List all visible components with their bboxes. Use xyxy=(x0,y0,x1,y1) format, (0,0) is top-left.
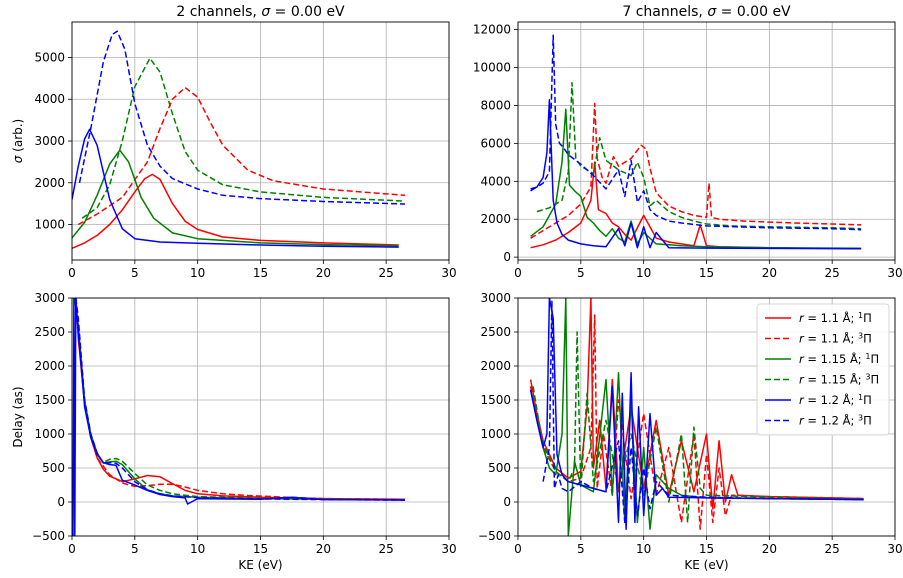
series-line-4 xyxy=(536,81,862,230)
y-tick-label: 2000 xyxy=(480,212,511,226)
x-tick-label: 15 xyxy=(699,266,714,280)
series-line-3 xyxy=(73,298,406,501)
series-line-1 xyxy=(72,173,399,249)
chart-title: 7 channels, σ = 0.00 eV xyxy=(622,4,791,20)
y-tick-label: 8000 xyxy=(480,98,511,112)
x-tick-label: 30 xyxy=(887,266,902,280)
x-tick-label: 30 xyxy=(441,542,456,556)
series-line-6 xyxy=(75,298,406,501)
y-tick-label: 10000 xyxy=(473,61,511,75)
x-tick-label: 25 xyxy=(825,266,840,280)
series-line-3 xyxy=(530,108,862,249)
x-tick-label: 15 xyxy=(253,266,268,280)
x-tick-label: 10 xyxy=(190,266,205,280)
y-tick-label: 1000 xyxy=(34,218,65,232)
y-tick-label: −500 xyxy=(32,529,65,543)
x-axis-label: KE (eV) xyxy=(238,558,282,572)
y-tick-label: 2000 xyxy=(480,359,511,373)
x-tick-label: 0 xyxy=(514,542,522,556)
y-tick-label: 0 xyxy=(503,495,511,509)
series-group xyxy=(529,298,864,536)
y-tick-label: 6000 xyxy=(480,136,511,150)
x-tick-label: 30 xyxy=(887,542,902,556)
y-tick-label: 0 xyxy=(57,495,65,509)
y-tick-label: 4000 xyxy=(34,92,65,106)
x-tick-label: 0 xyxy=(514,266,522,280)
legend: r = 1.1 Å; 1Π r = 1.1 Å; 3Π r = 1.15 Å; 1Π… xyxy=(756,303,890,436)
legend-label: r = 1.15 Å; 3Π xyxy=(799,372,879,387)
y-tick-label: 12000 xyxy=(473,23,511,37)
x-tick-label: 10 xyxy=(190,542,205,556)
y-tick-label: 500 xyxy=(42,461,65,475)
y-tick-label: 1500 xyxy=(480,393,511,407)
panel-7ch-delay: 0 5 10 15 20 25 30−500050010001500200025003000… xyxy=(478,291,903,572)
x-axis-label: KE (eV) xyxy=(684,558,728,572)
y-tick-label: 3000 xyxy=(34,134,65,148)
y-tick-label: 4000 xyxy=(480,174,511,188)
x-tick-label: 5 xyxy=(577,266,585,280)
x-tick-label: 5 xyxy=(577,542,585,556)
x-tick-label: 5 xyxy=(131,542,139,556)
y-tick-label: 2500 xyxy=(34,325,65,339)
y-axis-label: σ (arb.) xyxy=(11,119,25,164)
x-tick-label: 30 xyxy=(441,266,456,280)
legend-label: r = 1.1 Å; 3Π xyxy=(799,331,872,346)
y-tick-label: 2000 xyxy=(34,176,65,190)
series-line-2 xyxy=(530,102,862,239)
x-tick-label: 20 xyxy=(316,542,331,556)
series-line-1 xyxy=(75,298,406,501)
x-tick-label: 5 xyxy=(131,266,139,280)
series-line-2 xyxy=(77,86,406,226)
x-tick-label: 0 xyxy=(68,266,76,280)
series-line-2 xyxy=(75,298,406,501)
x-tick-label: 25 xyxy=(379,266,394,280)
y-tick-label: 0 xyxy=(503,250,511,264)
y-tick-label: 1000 xyxy=(34,427,65,441)
y-tick-label: 3000 xyxy=(480,291,511,305)
y-tick-label: 1000 xyxy=(480,427,511,441)
series-group xyxy=(72,30,406,249)
y-tick-label: 5000 xyxy=(34,50,65,64)
x-tick-label: 25 xyxy=(379,542,394,556)
series-line-6 xyxy=(530,34,862,231)
series-line-4 xyxy=(81,57,406,219)
series-line-6 xyxy=(542,300,864,524)
series-line-3 xyxy=(72,149,399,247)
y-tick-label: 1500 xyxy=(34,393,65,407)
chart-title: 2 channels, σ = 0.00 eV xyxy=(176,4,345,20)
series-line-5 xyxy=(530,99,862,250)
series-line-5 xyxy=(72,298,406,536)
panel-2ch-cross-section: 0 5 10 15 20 25 30 1000 2000 3000 4000 5000 2 channe… xyxy=(11,4,457,280)
legend-label: r = 1.1 Å; 1Π xyxy=(799,310,872,325)
x-tick-label: 10 xyxy=(636,266,651,280)
y-axis-label: Delay (as) xyxy=(11,386,25,447)
x-tick-label: 15 xyxy=(253,542,268,556)
legend-frame xyxy=(756,303,890,436)
series-group xyxy=(72,298,406,536)
panel-7ch-cross-section: 0 5 10 15 20 25 30 0 2000 4000 6000 8000 10000 12000 7… xyxy=(473,4,903,280)
y-tick-label: 3000 xyxy=(34,291,65,305)
series-line-5 xyxy=(72,128,399,248)
x-tick-label: 20 xyxy=(316,266,331,280)
legend-label: r = 1.15 Å; 1Π xyxy=(799,351,879,366)
legend-label: r = 1.2 Å; 3Π xyxy=(799,413,872,428)
x-tick-label: 25 xyxy=(825,542,840,556)
x-tick-label: 0 xyxy=(68,542,76,556)
x-tick-label: 10 xyxy=(636,542,651,556)
x-tick-label: 15 xyxy=(699,542,714,556)
series-group xyxy=(530,34,862,250)
series-line-4 xyxy=(75,298,406,501)
y-tick-label: 2500 xyxy=(480,325,511,339)
panel-2ch-delay: 0 5 10 15 20 25 30−500050010001500200025003000… xyxy=(11,291,457,572)
y-tick-label: 500 xyxy=(488,461,511,475)
y-tick-label: 2000 xyxy=(34,359,65,373)
legend-label: r = 1.2 Å; 1Π xyxy=(799,392,872,407)
y-tick-label: −500 xyxy=(478,529,511,543)
series-line-6 xyxy=(78,30,406,205)
x-tick-label: 20 xyxy=(762,266,777,280)
x-tick-label: 20 xyxy=(762,542,777,556)
